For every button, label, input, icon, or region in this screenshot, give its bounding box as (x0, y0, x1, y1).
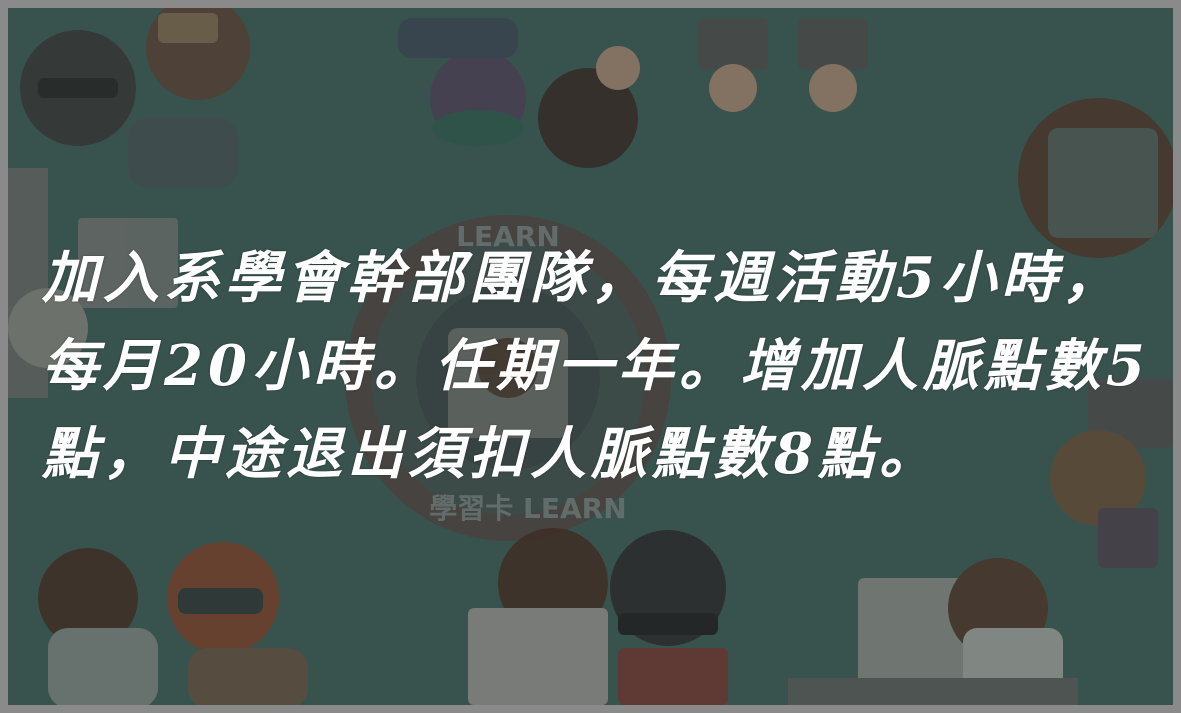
character-top-right (698, 18, 1173, 258)
character-bottom-right (788, 558, 1078, 705)
dim-overlay (8, 8, 1173, 705)
character-top-middle (398, 18, 640, 168)
background-illustration: LEARN 學習卡 LEARN (8, 8, 1173, 705)
learn-logo: LEARN 學習卡 LEARN (345, 215, 671, 541)
card-description: 加入系學會幹部團隊，每週活動5小時，每月20小時。任期一年。增加人脈點數5點，中… (42, 245, 1150, 487)
whiteboard-left (8, 168, 178, 398)
character-right (1050, 378, 1173, 568)
character-bottom-left (38, 542, 308, 705)
logo-text-top: LEARN (456, 220, 560, 253)
character-top-left (20, 8, 250, 188)
character-bottom-middle (468, 528, 728, 705)
logo-text-bottom: 學習卡 LEARN (429, 492, 626, 525)
